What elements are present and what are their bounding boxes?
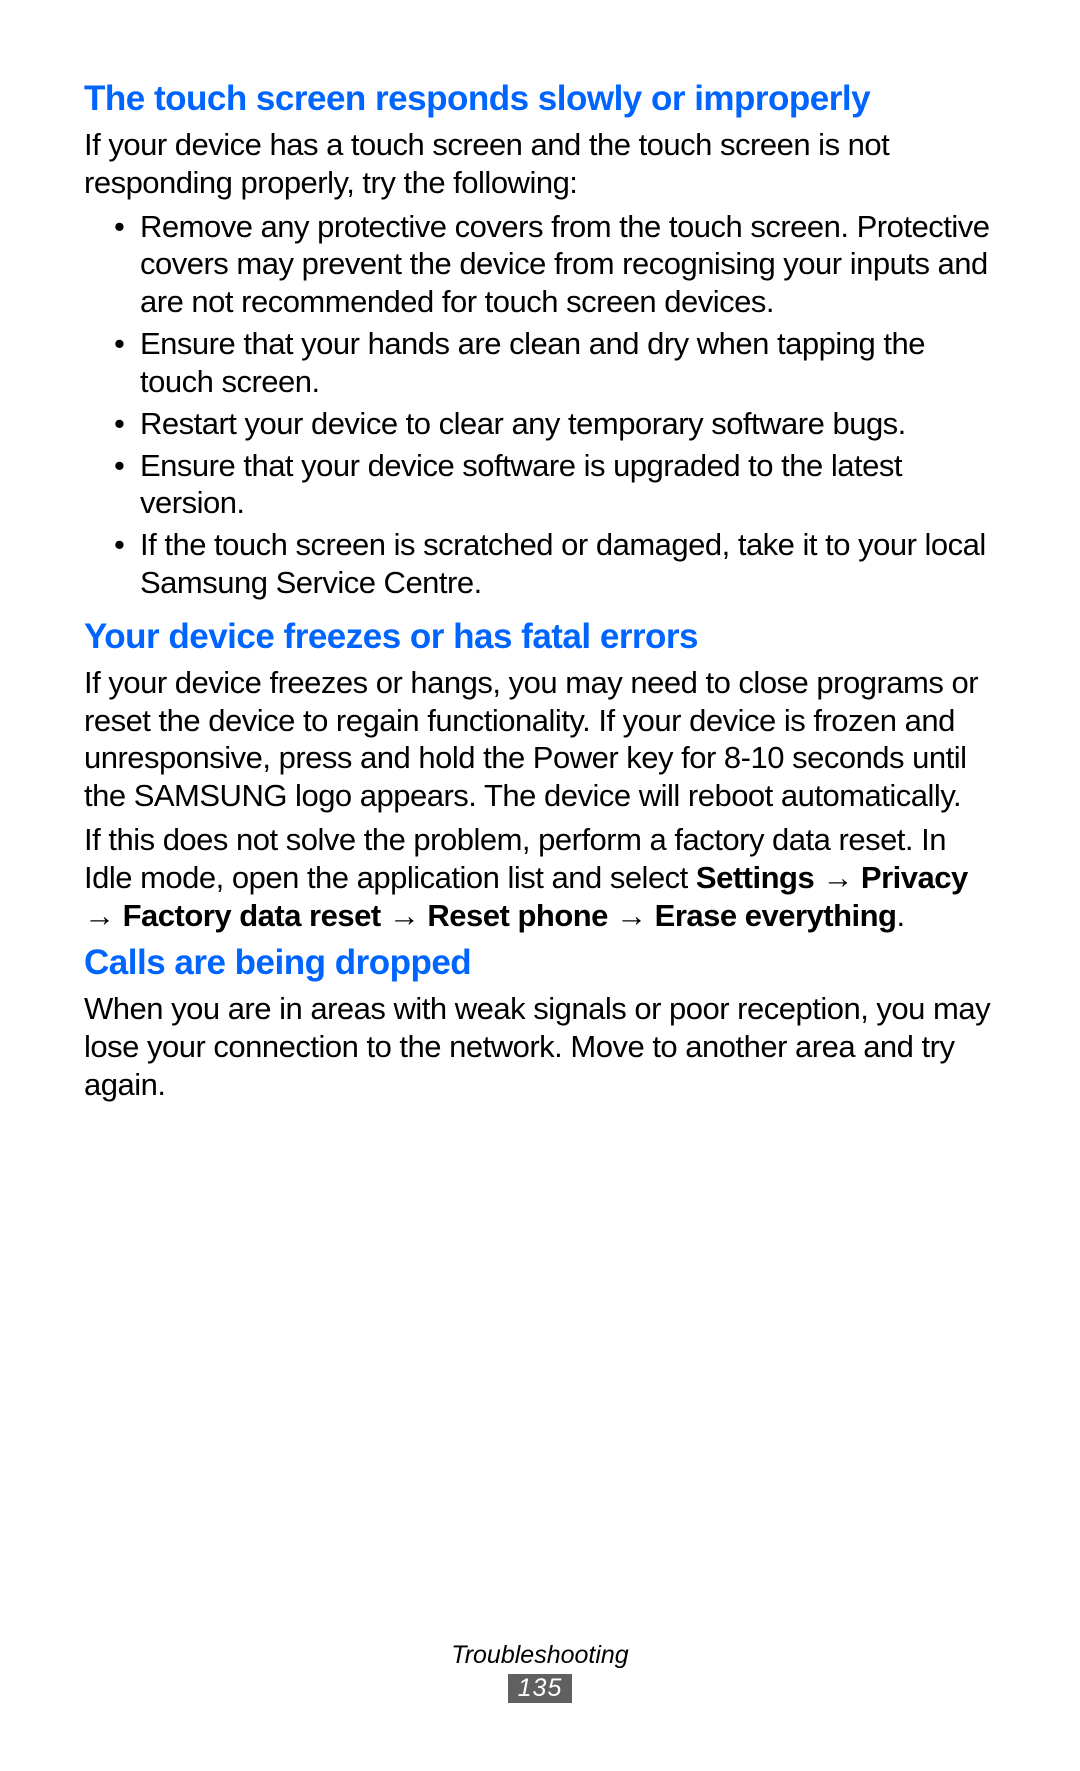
bullets-touchscreen: Remove any protective covers from the to… — [84, 208, 996, 602]
footer-section-label: Troubleshooting — [0, 1641, 1080, 1670]
bullet-item: Restart your device to clear any tempora… — [114, 405, 996, 443]
intro-touchscreen: If your device has a touch screen and th… — [84, 126, 996, 202]
paragraph-freezes-2: If this does not solve the problem, perf… — [84, 821, 996, 934]
bullet-item: Ensure that your hands are clean and dry… — [114, 325, 996, 401]
heading-calls: Calls are being dropped — [84, 942, 996, 984]
heading-freezes: Your device freezes or has fatal errors — [84, 616, 996, 658]
bullet-item: Ensure that your device software is upgr… — [114, 447, 996, 523]
paragraph-calls: When you are in areas with weak signals … — [84, 990, 996, 1103]
page-number: 135 — [508, 1674, 573, 1703]
paragraph-freezes-1: If your device freezes or hangs, you may… — [84, 664, 996, 815]
bullet-item: If the touch screen is scratched or dama… — [114, 526, 996, 602]
para-suffix: . — [897, 898, 905, 933]
page-footer: Troubleshooting 135 — [0, 1641, 1080, 1703]
heading-touchscreen: The touch screen responds slowly or impr… — [84, 78, 996, 120]
bullet-item: Remove any protective covers from the to… — [114, 208, 996, 321]
content-area: The touch screen responds slowly or impr… — [84, 70, 996, 1741]
page: The touch screen responds slowly or impr… — [0, 0, 1080, 1771]
